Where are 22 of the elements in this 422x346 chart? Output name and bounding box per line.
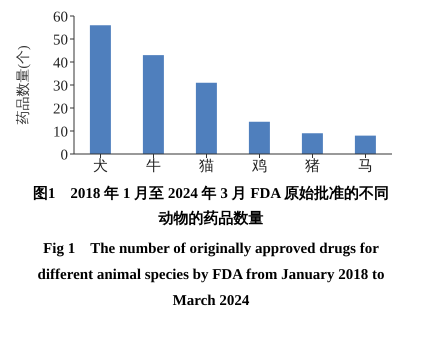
y-tick-label: 10 — [53, 124, 68, 140]
bar — [248, 122, 270, 154]
bar — [302, 133, 323, 154]
bar — [142, 55, 164, 154]
y-tick-label: 0 — [60, 147, 68, 164]
x-tick-label: 猪 — [305, 158, 320, 175]
x-tick-label: 马 — [358, 158, 373, 175]
y-tick-label: 60 — [53, 9, 68, 26]
x-tick-label: 犬 — [93, 158, 108, 175]
bar — [90, 25, 111, 154]
y-tick-label: 30 — [53, 78, 68, 94]
bar — [354, 136, 376, 154]
y-tick-label: 50 — [53, 32, 68, 48]
text: Fig 1 The number of originally approved drugs for different animal species by FDA from January 2018 to March 2024 — [36, 240, 386, 311]
x-tick-label: 猫 — [199, 158, 214, 175]
y-tick-label: 40 — [53, 55, 68, 72]
y-tick-label: 20 — [53, 101, 68, 118]
y-axis-title: 药品数量(个) — [16, 45, 32, 125]
text: 图1 2018 年 1 月至 2024 年 3 月 FDA 原始批准的不同动物的药品数量 — [32, 184, 390, 229]
x-tick-label: 牛 — [146, 158, 161, 175]
x-tick-label: 鸡 — [251, 158, 267, 175]
bar — [196, 82, 217, 154]
